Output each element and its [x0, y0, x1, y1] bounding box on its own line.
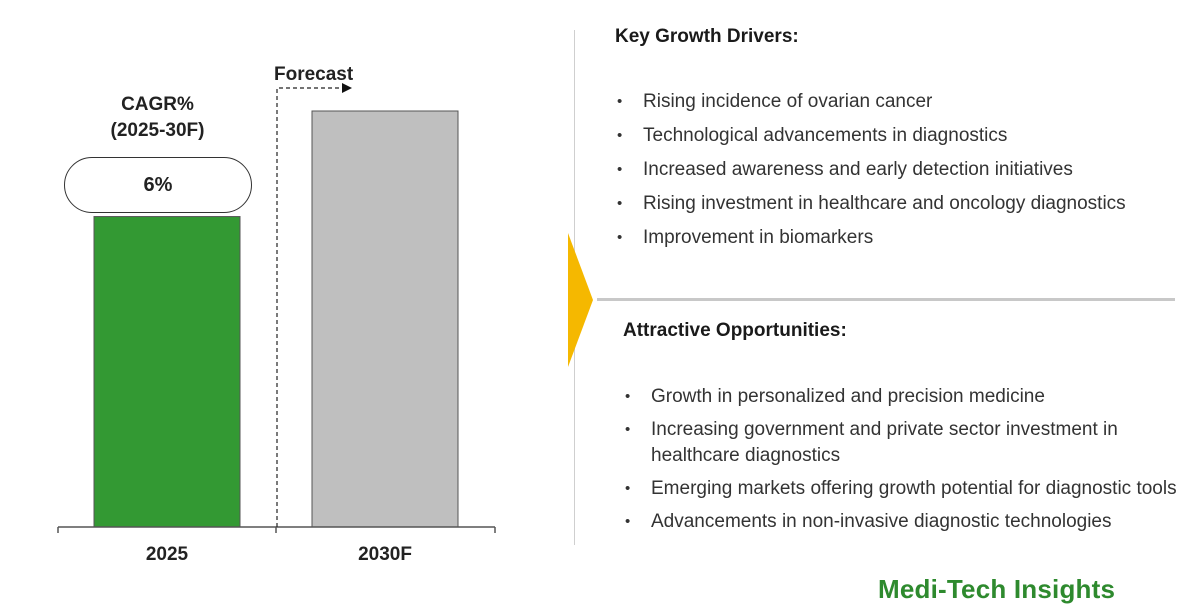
cagr-period: (2025-30F) [110, 120, 205, 141]
opportunities-list: Growth in personalized and precision med… [623, 384, 1193, 542]
forecast-label: Forecast [274, 64, 354, 85]
drivers-list: Rising incidence of ovarian cancer Techn… [615, 89, 1185, 259]
forecast-arrow-icon [342, 83, 352, 93]
brand-logo: Medi-Tech Insights [878, 574, 1116, 604]
cagr-badge: 6% [64, 157, 252, 213]
driver-item: Increased awareness and early detection … [615, 157, 1185, 183]
opportunity-item: Growth in personalized and precision med… [623, 384, 1193, 410]
bar-2025 [93, 216, 241, 528]
opportunity-item: Advancements in non-invasive diagnostic … [623, 509, 1193, 535]
opportunity-item: Emerging markets offering growth potenti… [623, 476, 1193, 502]
bar-chart: 2025 2030F [57, 83, 496, 565]
forecast-divider [276, 87, 344, 527]
cagr-value: 6% [143, 173, 173, 196]
x-tick-label: 2030F [358, 544, 412, 565]
x-tick-label: 2025 [146, 544, 189, 565]
cagr-label: CAGR% (2025-30F) [95, 92, 220, 144]
opportunity-item: Increasing government and private sector… [623, 417, 1193, 469]
arrow-pointer-icon [568, 233, 593, 367]
driver-item: Technological advancements in diagnostic… [615, 123, 1185, 149]
cagr-title: CAGR% [121, 94, 194, 115]
driver-item: Rising incidence of ovarian cancer [615, 89, 1185, 115]
drivers-title: Key Growth Drivers: [615, 26, 799, 47]
opportunities-title: Attractive Opportunities: [623, 320, 847, 341]
driver-item: Rising investment in healthcare and onco… [615, 191, 1185, 217]
driver-item: Improvement in biomarkers [615, 225, 1185, 251]
horizontal-divider [597, 298, 1175, 301]
bar-2030f [311, 110, 459, 528]
